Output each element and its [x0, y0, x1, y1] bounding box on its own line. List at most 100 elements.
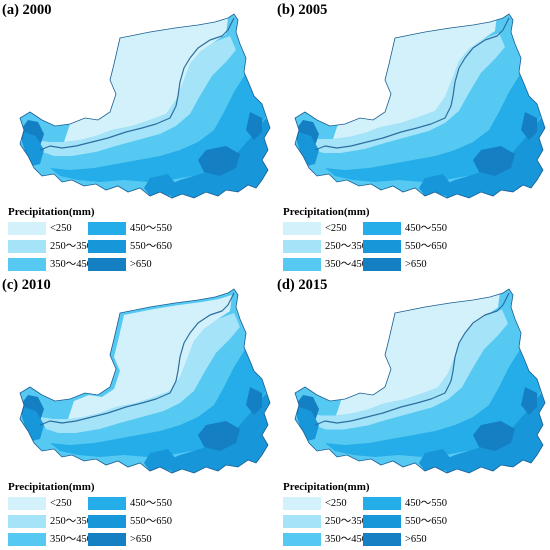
legend-label: 350～450 — [50, 534, 92, 545]
legend-label: 450～550 — [405, 223, 447, 234]
legend-label: >650 — [405, 259, 427, 270]
legend-swatch — [363, 515, 401, 528]
panel-title: (d) 2015 — [277, 277, 328, 293]
precip-zone-2 — [310, 323, 518, 444]
legend-item: 450～550 — [88, 222, 208, 236]
legend-swatch — [8, 240, 46, 253]
legend-swatch — [363, 240, 401, 253]
legend-item: 350～450 — [8, 533, 128, 547]
legend-label: 450～550 — [405, 498, 447, 509]
legend-label: <250 — [325, 498, 347, 509]
precip-zone-8 — [419, 174, 451, 196]
legend-swatch — [8, 533, 46, 546]
precip-zone-4 — [441, 118, 545, 198]
precip-zone-0 — [64, 18, 228, 142]
legend-swatch — [283, 497, 321, 510]
panel-title: (a) 2000 — [2, 2, 52, 18]
legend-label: <250 — [50, 223, 72, 234]
legend-label: 350～450 — [325, 534, 367, 545]
legend-label: 550～650 — [130, 241, 172, 252]
precip-zone-4 — [166, 118, 270, 198]
precip-zone-8 — [419, 449, 451, 471]
precip-zone-8 — [144, 449, 176, 471]
yellow-river-line — [314, 292, 510, 426]
legend-item: 450～550 — [363, 222, 483, 236]
precip-zone-7 — [521, 387, 537, 415]
legend-item: 550～650 — [88, 515, 208, 529]
region-boundary — [19, 13, 271, 199]
legend-swatch — [8, 515, 46, 528]
legend-swatch — [283, 240, 321, 253]
legend-swatch — [363, 497, 401, 510]
precip-zone-7 — [246, 387, 262, 415]
legend-label: 350～450 — [325, 259, 367, 270]
precipitation-map — [294, 13, 546, 199]
precip-zone-0 — [336, 291, 500, 416]
precip-zone-9 — [22, 132, 44, 166]
legend-label: 250～350 — [325, 516, 367, 527]
legend-item: 250～350 — [8, 515, 128, 529]
yellow-river-line — [314, 17, 510, 151]
legend-label: 550～650 — [405, 241, 447, 252]
legend-swatch — [88, 222, 126, 235]
precipitation-map — [19, 13, 271, 199]
map-panel-3: (c) 2010 Precipitation(mm) <250 250～350 350～… — [0, 275, 275, 550]
region-boundary — [294, 288, 546, 474]
legend-title: Precipitation(mm) — [8, 481, 95, 493]
legend-label: <250 — [325, 223, 347, 234]
legend-swatch — [363, 222, 401, 235]
legend-swatch — [88, 497, 126, 510]
legend-swatch — [8, 222, 46, 235]
legend-label: 550～650 — [405, 516, 447, 527]
legend-swatch — [88, 515, 126, 528]
precip-zone-5 — [198, 146, 240, 176]
precip-zone-9 — [297, 132, 319, 166]
legend-swatch — [88, 240, 126, 253]
legend-item: 550～650 — [363, 515, 483, 529]
legend-swatch — [363, 258, 401, 271]
legend-title: Precipitation(mm) — [8, 206, 95, 218]
precip-zone-0 — [333, 15, 497, 139]
legend-item: >650 — [363, 258, 483, 272]
precip-zone-4 — [441, 393, 545, 473]
panel-title: (c) 2010 — [2, 277, 51, 293]
legend-item: 550～650 — [363, 240, 483, 254]
region-boundary — [294, 13, 546, 199]
legend-item: 250～350 — [8, 240, 128, 254]
map-panel-1: (a) 2000 Precipitation(mm) <250 250～350 350～… — [0, 0, 275, 275]
legend-title: Precipitation(mm) — [283, 206, 370, 218]
legend-label: >650 — [130, 259, 152, 270]
legend-item: <250 — [283, 222, 403, 236]
legend-item: >650 — [363, 533, 483, 547]
legend-title: Precipitation(mm) — [283, 481, 370, 493]
precip-zone-1 — [305, 33, 505, 153]
precip-zone-4 — [166, 393, 270, 473]
precip-zone-8 — [144, 174, 176, 196]
panel-title: (b) 2005 — [277, 2, 328, 18]
legend-item: 550～650 — [88, 240, 208, 254]
legend-item: <250 — [8, 497, 128, 511]
legend-label: >650 — [130, 534, 152, 545]
precipitation-map — [19, 288, 271, 474]
legend-label: >650 — [405, 534, 427, 545]
legend-item: 250～350 — [283, 240, 403, 254]
precip-zone-7 — [246, 112, 262, 140]
map-panel-2: (b) 2005 Precipitation(mm) <250 250～350 350～… — [275, 0, 550, 275]
precip-zone-7 — [521, 112, 537, 140]
legend-swatch — [88, 533, 126, 546]
precip-zone-5 — [473, 421, 515, 451]
precip-zone-9 — [297, 407, 319, 441]
legend-label: 250～350 — [50, 516, 92, 527]
legend-swatch — [8, 497, 46, 510]
legend-item: 350～450 — [283, 533, 403, 547]
legend-item: 350～450 — [8, 258, 128, 272]
legend-label: 250～350 — [50, 241, 92, 252]
precip-zone-1 — [40, 313, 240, 433]
legend-item: 450～550 — [88, 497, 208, 511]
legend-item: 450～550 — [363, 497, 483, 511]
region-boundary — [19, 288, 271, 474]
legend-swatch — [283, 515, 321, 528]
precip-zone-5 — [198, 421, 240, 451]
legend-item: 350～450 — [283, 258, 403, 272]
precip-zone-9 — [22, 407, 44, 441]
